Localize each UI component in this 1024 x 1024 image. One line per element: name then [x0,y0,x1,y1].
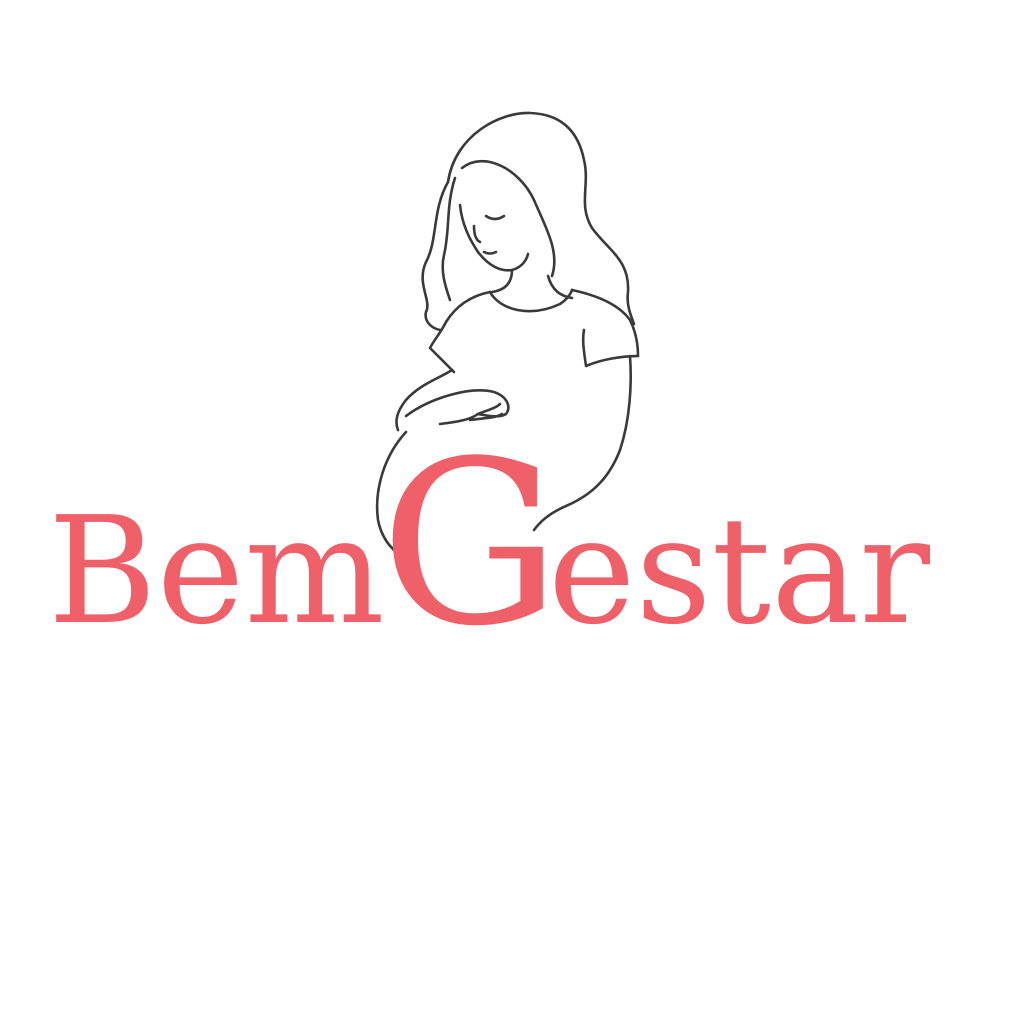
shirt-right [570,288,640,368]
face-outline [458,203,530,272]
arm-left [395,368,454,432]
hand [404,389,510,426]
hair-left-curl [421,180,450,332]
hair-strand-left [441,176,457,302]
nose [472,224,482,244]
shirt-left [428,290,492,374]
belly [375,430,412,562]
brand-name-estar: estar [548,485,930,657]
mouth [482,250,498,255]
hair-outline [446,111,636,326]
brand-name-g: G [380,413,561,676]
eye-closed [484,214,506,221]
brand-name-bem: Bem [48,485,385,657]
hair-inner-strand [460,159,556,278]
body-right [532,354,632,532]
collar [488,288,574,313]
